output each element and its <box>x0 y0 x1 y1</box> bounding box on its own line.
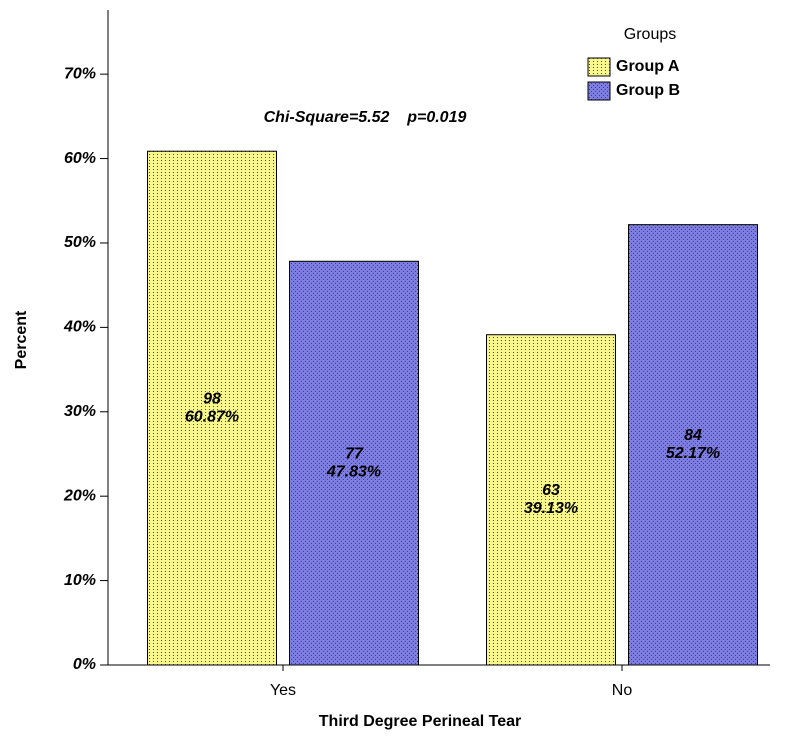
count-label: 84 <box>684 427 702 444</box>
annotation: Chi-Square=5.52 p=0.019 <box>264 109 467 126</box>
y-tick-label: 10% <box>64 572 96 589</box>
bar <box>147 150 277 666</box>
bar <box>486 334 616 666</box>
y-axis-label: Percent <box>13 310 30 369</box>
x-axis-label: Third Degree Perineal Tear <box>319 713 521 730</box>
legend-label: Group B <box>616 82 680 99</box>
value-label: 60.87% <box>185 408 239 425</box>
legend-swatch <box>587 81 611 101</box>
legend-label: Group A <box>616 58 680 75</box>
x-tick-label: No <box>612 682 633 699</box>
count-label: 63 <box>542 482 560 499</box>
y-tick-label: 0% <box>73 656 96 673</box>
legend-title: Groups <box>624 26 676 43</box>
bar <box>289 260 419 666</box>
value-label: 47.83% <box>326 463 381 480</box>
count-label: 77 <box>345 445 364 462</box>
value-label: 39.13% <box>524 500 578 517</box>
y-tick-label: 60% <box>64 150 96 167</box>
y-tick-label: 70% <box>64 65 96 82</box>
y-tick-label: 50% <box>64 234 96 251</box>
y-tick-label: 40% <box>63 319 96 336</box>
count-label: 98 <box>203 390 221 407</box>
y-tick-label: 20% <box>63 487 96 504</box>
bar <box>628 224 758 666</box>
value-label: 52.17% <box>666 445 720 462</box>
y-tick-label: 30% <box>64 403 96 420</box>
legend-swatch <box>587 57 611 77</box>
x-tick-label: Yes <box>270 682 296 699</box>
